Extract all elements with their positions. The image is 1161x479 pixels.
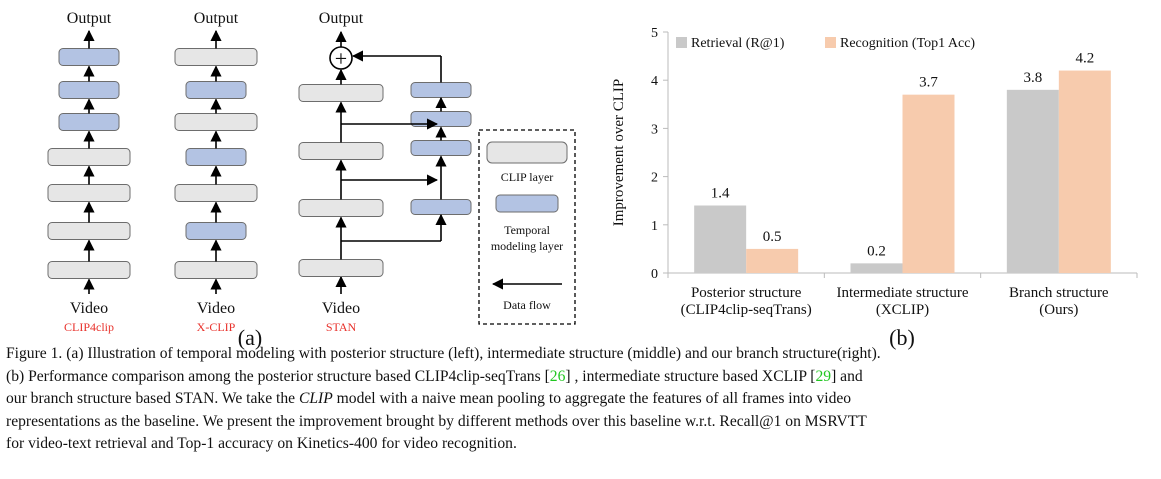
output-label: Output (319, 10, 364, 27)
clip-layer-box (174, 261, 258, 279)
caption-line-3: our branch structure based STAN. We take… (6, 388, 1156, 411)
y-tick-label: 4 (651, 74, 658, 89)
data-label: 1.4 (711, 186, 730, 202)
data-label: 3.7 (919, 75, 938, 91)
model-name-label: X-CLIP (197, 320, 236, 334)
caption-line-5: for video-text retrieval and Top-1 accur… (6, 435, 517, 452)
x-category-label: Branch structure (1009, 285, 1109, 301)
model-name-label: STAN (326, 320, 357, 334)
x-category-label: (CLIP4clip-seqTrans) (681, 302, 812, 318)
figure-caption: Figure 1. (a) Illustration of temporal m… (6, 343, 1156, 456)
clip-layer-swatch (486, 141, 568, 164)
temporal-layer-box (58, 81, 120, 99)
legend-clip-label: CLIP layer (501, 170, 554, 184)
y-tick-label: 3 (651, 122, 658, 137)
y-tick-label: 5 (651, 26, 658, 41)
clip-layer-box (174, 184, 258, 202)
caption-line-4: representations as the baseline. We pres… (6, 412, 867, 430)
citation-link[interactable]: 29 (815, 367, 832, 385)
bar-retrieval (1006, 89, 1059, 273)
legend-box (478, 129, 576, 325)
temporal-layer-box (58, 48, 120, 66)
legend-dataflow-label: Data flow (503, 298, 551, 312)
y-tick-label: 0 (651, 267, 658, 282)
legend-swatch (676, 37, 687, 48)
caption-text: ] , intermediate structure based XCLIP [ (565, 367, 816, 385)
caption-text: our branch structure based STAN. We take… (6, 390, 299, 407)
clip-layer-box (174, 113, 258, 131)
temporal-layer-swatch (495, 194, 559, 213)
clip-layer-box (298, 259, 384, 277)
clip-layer-box (47, 148, 131, 166)
temporal-layer-box (410, 199, 472, 215)
figure: Output Video CLIP4clip Output Video X-CLIP Out… (47, 10, 1138, 350)
bar-chart: 0 1 2 3 4 5 Improvement over CLIP 1.4 0.5 Posteri… (611, 26, 1138, 350)
temporal-layer-box (58, 113, 120, 131)
data-label: 0.5 (763, 229, 782, 245)
model-name-label: CLIP4clip (64, 320, 114, 334)
data-label: 0.2 (867, 243, 886, 259)
panel-label-a: (a) (238, 325, 262, 350)
temporal-layer-box (410, 140, 472, 156)
clip-layer-box (47, 222, 131, 240)
video-label: Video (322, 300, 360, 317)
bar-retrieval (694, 205, 747, 273)
x-category-label: (XCLIP) (876, 302, 929, 318)
y-axis-label: Improvement over CLIP (611, 79, 627, 226)
citation-link[interactable]: 26 (549, 367, 566, 385)
temporal-layer-box (410, 82, 472, 98)
temporal-layer-box (185, 222, 247, 240)
architecture-diagram: Output Video CLIP4clip Output Video X-CLIP Out… (47, 10, 576, 350)
data-label: 4.2 (1075, 51, 1094, 67)
caption-italic: CLIP (298, 390, 333, 407)
clip-layer-box (174, 48, 258, 66)
temporal-layer-box (185, 81, 247, 99)
temporal-layer-box (185, 148, 247, 166)
panel-label-b: (b) (889, 325, 915, 350)
x-category-label: (Ours) (1039, 302, 1078, 318)
caption-text: ] and (831, 367, 863, 385)
x-category-label: Posterior structure (691, 285, 802, 301)
clip-layer-box (47, 184, 131, 202)
clip-layer-box (47, 261, 131, 279)
caption-text: (b) Performance comparison among the pos… (6, 367, 550, 385)
legend-swatch (825, 37, 836, 48)
caption-line-1: Figure 1. (a) Illustration of temporal m… (6, 345, 881, 362)
legend-temporal-label: modeling layer (491, 239, 563, 253)
clip-layer-box (298, 142, 384, 160)
legend-temporal-label: Temporal (504, 223, 550, 237)
diagram-legend: CLIP layer Temporal modeling layer Data flo… (478, 129, 576, 325)
bar-recognition (746, 248, 799, 273)
clip-layer-box (298, 199, 384, 217)
data-label: 3.8 (1023, 70, 1042, 86)
bar-recognition (902, 94, 955, 273)
y-tick-label: 2 (651, 171, 658, 186)
clip-layer-box (298, 84, 384, 102)
video-label: Video (70, 300, 108, 317)
caption-line-2: (b) Performance comparison among the pos… (6, 366, 1156, 389)
legend-label: Recognition (Top1 Acc) (840, 36, 975, 51)
x-category-label: Intermediate structure (836, 285, 968, 301)
caption-text: model with a naive mean pooling to aggre… (332, 390, 852, 407)
legend-label: Retrieval (R@1) (691, 36, 785, 51)
bar-retrieval (850, 263, 903, 273)
plus-symbol: + (335, 46, 347, 71)
video-label: Video (197, 300, 235, 317)
y-tick-label: 1 (651, 219, 658, 234)
output-label: Output (67, 10, 112, 27)
output-label: Output (194, 10, 239, 27)
bar-recognition (1058, 70, 1111, 273)
